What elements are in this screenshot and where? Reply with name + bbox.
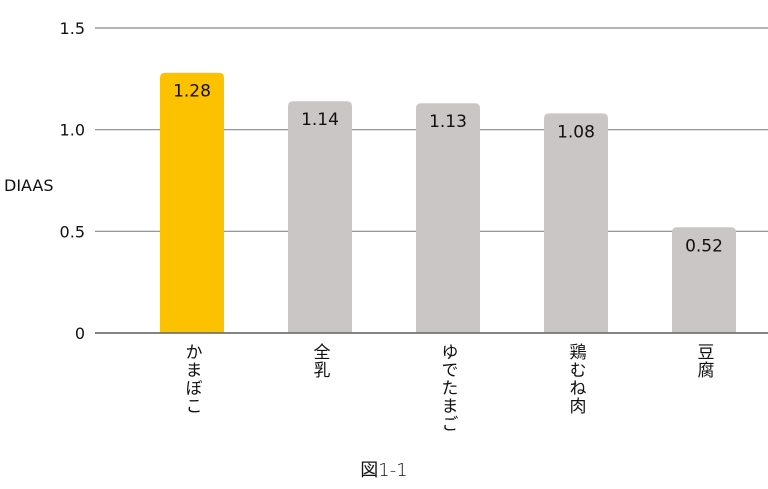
bar bbox=[672, 227, 736, 333]
y-tick-label: 1.0 bbox=[60, 121, 85, 140]
x-tick-label: 鶏むね肉 bbox=[565, 343, 586, 415]
data-label: 0.52 bbox=[685, 236, 723, 256]
data-label: 1.14 bbox=[301, 110, 339, 130]
bar bbox=[288, 101, 352, 333]
x-tick-label: 豆腐 bbox=[693, 343, 714, 379]
y-axis-label: DIAAS bbox=[4, 176, 54, 195]
data-label: 1.08 bbox=[557, 122, 595, 142]
y-tick-label: 0.5 bbox=[60, 222, 85, 241]
y-tick-label: 0 bbox=[75, 324, 85, 343]
x-tick-label: ゆでたまご bbox=[437, 343, 458, 433]
bar bbox=[416, 103, 480, 333]
y-tick-label: 1.5 bbox=[60, 19, 85, 38]
x-tick-label: かまぼこ bbox=[181, 343, 202, 415]
data-label: 1.28 bbox=[173, 82, 211, 102]
x-tick-label: 全乳 bbox=[309, 343, 330, 379]
figure-caption: 図1-1 bbox=[360, 460, 408, 481]
data-label: 1.13 bbox=[429, 112, 467, 132]
bar bbox=[160, 72, 224, 333]
bar bbox=[544, 113, 608, 334]
